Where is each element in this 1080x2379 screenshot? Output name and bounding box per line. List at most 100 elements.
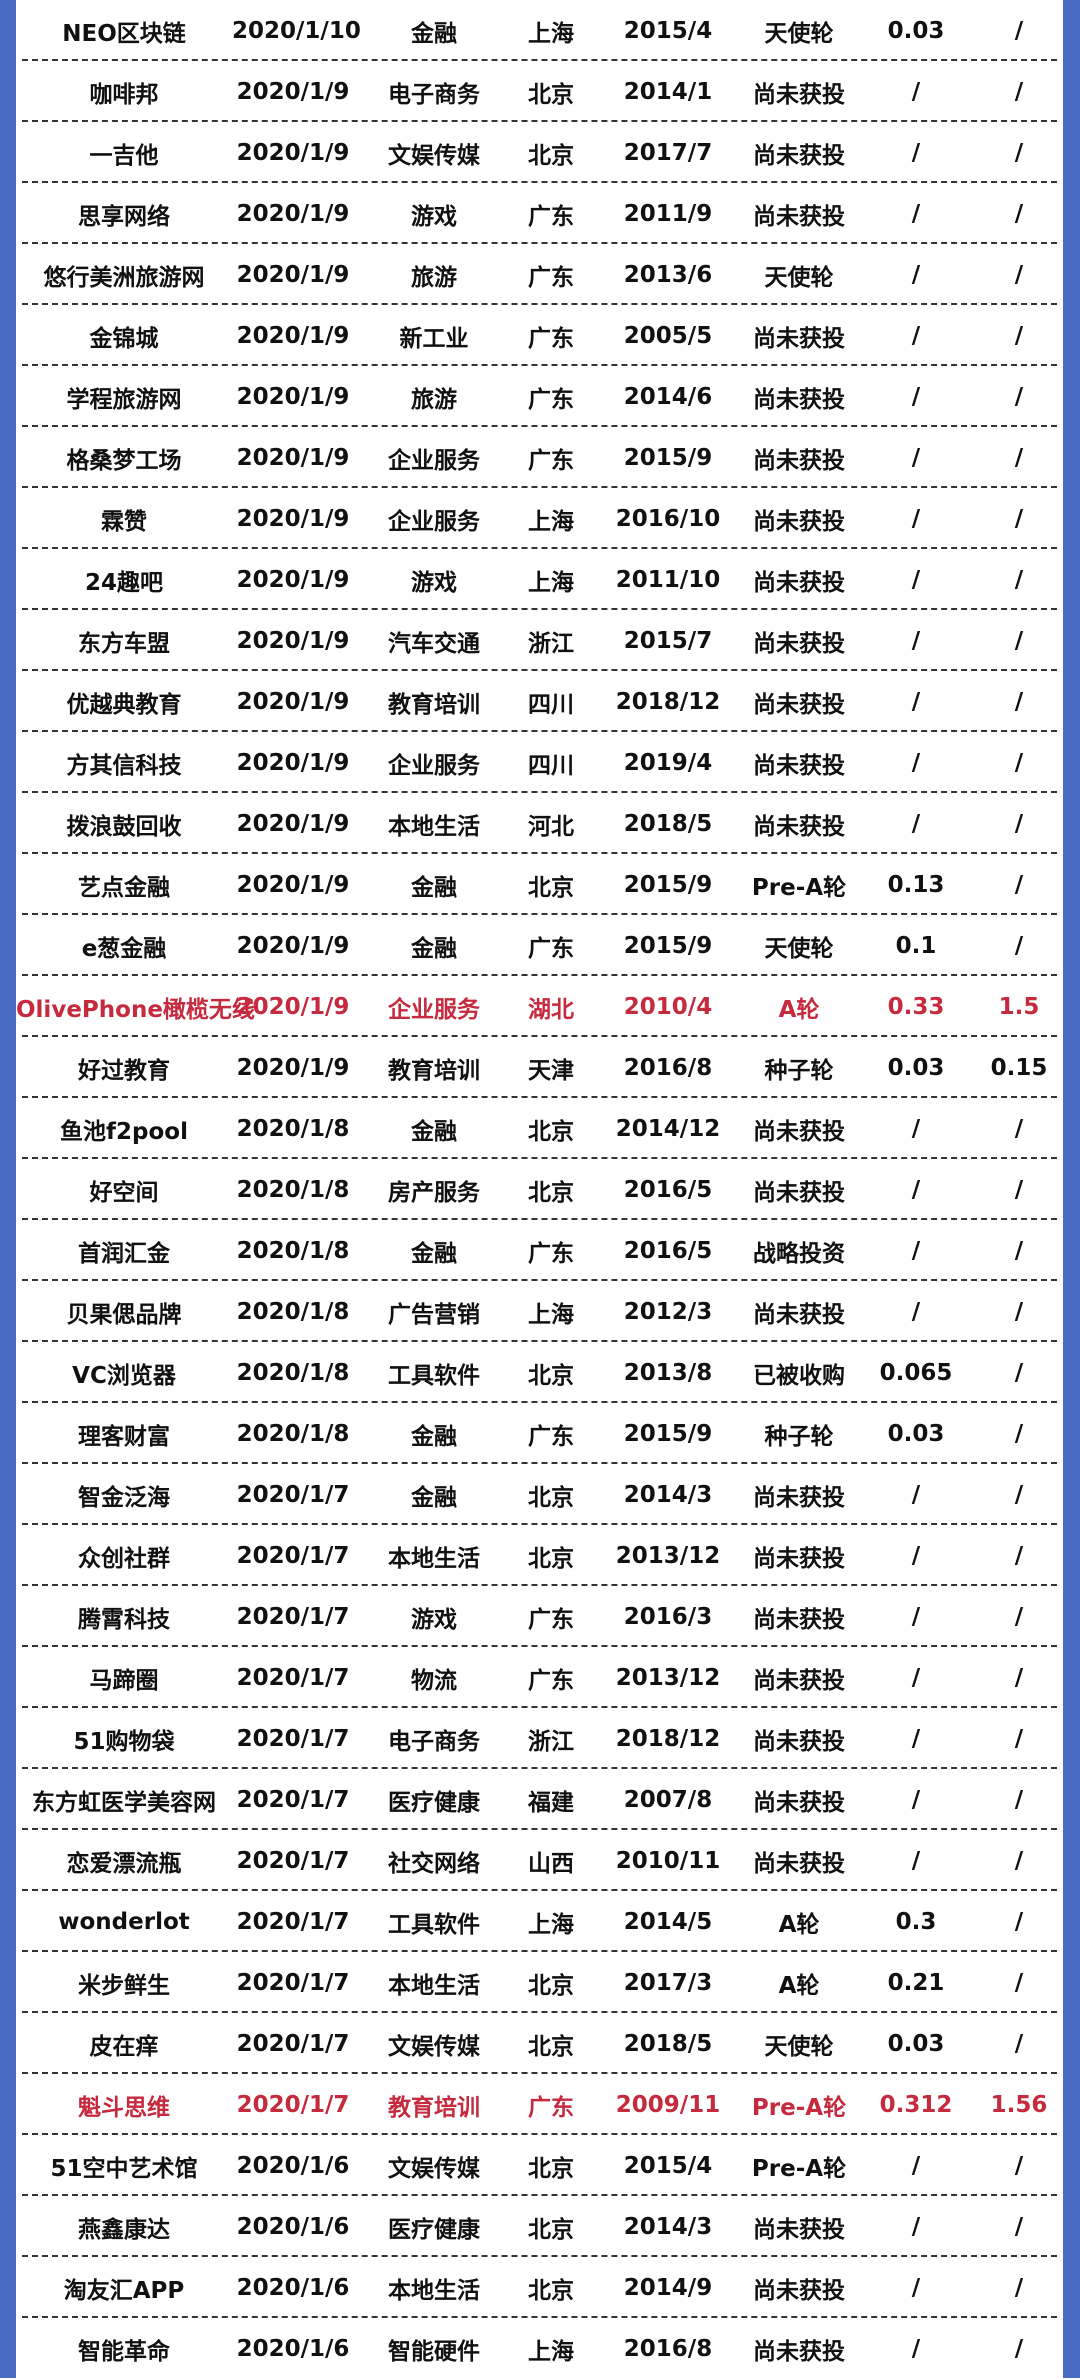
event-date-cell: 2020/1/7 (236, 1786, 350, 1813)
founded-date-cell: 2013/12 (615, 1542, 721, 1569)
region-cell: 广东 (528, 2094, 574, 2121)
funding-round-cell: 尚未获投 (753, 447, 845, 474)
industry-cell: 文娱传媒 (388, 142, 480, 169)
funding-round-cell: 尚未获投 (753, 1606, 845, 1633)
region-cell: 上海 (528, 20, 574, 47)
industry-cell: 企业服务 (388, 752, 480, 779)
table-row: 好空间 2020/1/8 房产服务 北京 2016/5 尚未获投 / / (16, 1159, 1063, 1220)
industry-cell: 游戏 (411, 203, 457, 230)
founded-date-cell: 2013/8 (623, 1359, 713, 1386)
event-date-cell: 2020/1/6 (236, 2274, 350, 2301)
event-date-cell: 2020/1/8 (236, 1359, 350, 1386)
event-date-cell: 2020/1/8 (236, 1176, 350, 1203)
industry-cell: 本地生活 (388, 1972, 480, 1999)
region-cell: 北京 (528, 1362, 574, 1389)
amount-1-cell: 0.33 (887, 993, 945, 1020)
event-date-cell: 2020/1/9 (236, 993, 350, 1020)
table-row: 方其信科技 2020/1/9 企业服务 四川 2019/4 尚未获投 / / (16, 732, 1063, 793)
funding-round-cell: 天使轮 (764, 2033, 834, 2060)
industry-cell: 广告营销 (388, 1301, 480, 1328)
company-name-cell: 金锦城 (89, 325, 159, 352)
table-row: 金锦城 2020/1/9 新工业 广东 2005/5 尚未获投 / / (16, 305, 1063, 366)
amount-2-cell: / (1014, 1786, 1024, 1813)
amount-1-cell: / (911, 627, 921, 654)
funding-round-cell: 尚未获投 (753, 1850, 845, 1877)
industry-cell: 教育培训 (388, 2094, 480, 2121)
amount-2-cell: / (1014, 200, 1024, 227)
amount-1-cell: 0.03 (887, 2030, 945, 2057)
amount-1-cell: / (911, 2152, 921, 2179)
table-row: 一吉他 2020/1/9 文娱传媒 北京 2017/7 尚未获投 / / (16, 122, 1063, 183)
region-cell: 四川 (528, 691, 574, 718)
company-name-cell: 51空中艺术馆 (50, 2155, 198, 2182)
region-cell: 广东 (528, 325, 574, 352)
amount-1-cell: / (911, 78, 921, 105)
industry-cell: 金融 (411, 20, 457, 47)
industry-cell: 医疗健康 (388, 1789, 480, 1816)
amount-1-cell: 0.03 (887, 17, 945, 44)
amount-2-cell: / (1014, 322, 1024, 349)
industry-cell: 物流 (411, 1667, 457, 1694)
amount-1-cell: / (911, 444, 921, 471)
founded-date-cell: 2005/5 (623, 322, 713, 349)
region-cell: 广东 (528, 264, 574, 291)
funding-round-cell: 尚未获投 (753, 813, 845, 840)
amount-2-cell: / (1014, 2335, 1024, 2362)
amount-2-cell: / (1014, 2213, 1024, 2240)
amount-1-cell: 0.312 (879, 2091, 953, 2118)
funding-round-cell: 尚未获投 (753, 630, 845, 657)
event-date-cell: 2020/1/7 (236, 1725, 350, 1752)
table-row: 燕鑫康达 2020/1/6 医疗健康 北京 2014/3 尚未获投 / / (16, 2196, 1063, 2257)
industry-cell: 金融 (411, 1484, 457, 1511)
amount-2-cell: / (1014, 688, 1024, 715)
amount-2-cell: / (1014, 1237, 1024, 1264)
industry-cell: 工具软件 (388, 1362, 480, 1389)
region-cell: 广东 (528, 1240, 574, 1267)
event-date-cell: 2020/1/9 (236, 383, 350, 410)
industry-cell: 企业服务 (388, 508, 480, 535)
funding-round-cell: Pre-A轮 (751, 2094, 847, 2121)
industry-cell: 电子商务 (388, 81, 480, 108)
event-date-cell: 2020/1/9 (236, 78, 350, 105)
industry-cell: 旅游 (411, 264, 457, 291)
left-border (0, 0, 16, 2378)
founded-date-cell: 2018/12 (615, 688, 721, 715)
event-date-cell: 2020/1/7 (236, 1603, 350, 1630)
event-date-cell: 2020/1/8 (236, 1237, 350, 1264)
founded-date-cell: 2015/4 (623, 2152, 713, 2179)
founded-date-cell: 2016/5 (623, 1237, 713, 1264)
region-cell: 北京 (528, 81, 574, 108)
founded-date-cell: 2014/3 (623, 2213, 713, 2240)
table-row: 马蹄圈 2020/1/7 物流 广东 2013/12 尚未获投 / / (16, 1647, 1063, 1708)
table-row: 贝果偲品牌 2020/1/8 广告营销 上海 2012/3 尚未获投 / / (16, 1281, 1063, 1342)
event-date-cell: 2020/1/9 (236, 505, 350, 532)
funding-round-cell: Pre-A轮 (751, 2155, 847, 2182)
amount-2-cell: / (1014, 1725, 1024, 1752)
industry-cell: 教育培训 (388, 691, 480, 718)
company-name-cell: 东方车盟 (78, 630, 170, 657)
region-cell: 广东 (528, 935, 574, 962)
amount-1-cell: / (911, 1603, 921, 1630)
company-name-cell: 皮在痒 (89, 2033, 159, 2060)
amount-1-cell: / (911, 1237, 921, 1264)
event-date-cell: 2020/1/7 (236, 2091, 350, 2118)
region-cell: 湖北 (528, 996, 574, 1023)
funding-round-cell: 尚未获投 (753, 325, 845, 352)
event-date-cell: 2020/1/9 (236, 261, 350, 288)
funding-round-cell: A轮 (778, 996, 820, 1023)
event-date-cell: 2020/1/9 (236, 322, 350, 349)
industry-cell: 金融 (411, 1118, 457, 1145)
funding-round-cell: 已被收购 (753, 1362, 845, 1389)
event-date-cell: 2020/1/9 (236, 566, 350, 593)
table-row: 51购物袋 2020/1/7 电子商务 浙江 2018/12 尚未获投 / / (16, 1708, 1063, 1769)
region-cell: 广东 (528, 1667, 574, 1694)
event-date-cell: 2020/1/7 (236, 1847, 350, 1874)
industry-cell: 文娱传媒 (388, 2033, 480, 2060)
founded-date-cell: 2016/3 (623, 1603, 713, 1630)
industry-cell: 游戏 (411, 1606, 457, 1633)
industry-cell: 金融 (411, 1423, 457, 1450)
event-date-cell: 2020/1/9 (236, 688, 350, 715)
funding-table: NEO区块链 2020/1/10 金融 上海 2015/4 天使轮 0.03/咖啡邦 2020… (16, 0, 1063, 2379)
amount-2-cell: / (1014, 1481, 1024, 1508)
amount-2-cell: / (1014, 810, 1024, 837)
